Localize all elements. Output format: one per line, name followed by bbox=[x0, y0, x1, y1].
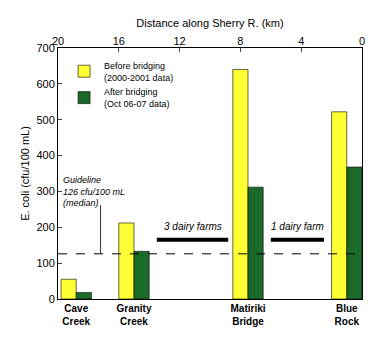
svg-text:600: 600 bbox=[36, 78, 54, 90]
svg-text:GranityCreek: GranityCreek bbox=[116, 303, 151, 327]
svg-text:20: 20 bbox=[52, 35, 64, 47]
svg-text:After bridging(Oct 06-07 data): After bridging(Oct 06-07 data) bbox=[104, 87, 170, 109]
svg-text:8: 8 bbox=[237, 35, 243, 47]
svg-text:4: 4 bbox=[298, 35, 304, 47]
svg-text:200: 200 bbox=[36, 221, 54, 233]
svg-text:300: 300 bbox=[36, 185, 54, 197]
svg-text:700: 700 bbox=[36, 42, 54, 54]
svg-text:E. coli (cfu/100 mL): E. coli (cfu/100 mL) bbox=[19, 126, 31, 221]
svg-text:0: 0 bbox=[49, 293, 55, 305]
svg-text:16: 16 bbox=[113, 35, 125, 47]
svg-text:Distance along Sherry R. (km): Distance along Sherry R. (km) bbox=[136, 17, 283, 29]
svg-text:100: 100 bbox=[36, 257, 54, 269]
svg-text:BlueRock: BlueRock bbox=[335, 303, 360, 327]
svg-text:Guideline126 cfu/100 mL(median: Guideline126 cfu/100 mL(median) bbox=[63, 175, 125, 208]
svg-text:400: 400 bbox=[36, 149, 54, 161]
svg-text:Before bridging(2000-2001 data: Before bridging(2000-2001 data) bbox=[104, 61, 173, 83]
svg-text:500: 500 bbox=[36, 114, 54, 126]
svg-text:12: 12 bbox=[173, 35, 185, 47]
svg-text:3 dairy farms: 3 dairy farms bbox=[164, 221, 222, 232]
svg-text:0: 0 bbox=[359, 35, 365, 47]
svg-text:CaveCreek: CaveCreek bbox=[62, 303, 90, 327]
svg-text:MatirikiBridge: MatirikiBridge bbox=[230, 303, 265, 327]
svg-text:1 dairy farm: 1 dairy farm bbox=[271, 221, 324, 232]
